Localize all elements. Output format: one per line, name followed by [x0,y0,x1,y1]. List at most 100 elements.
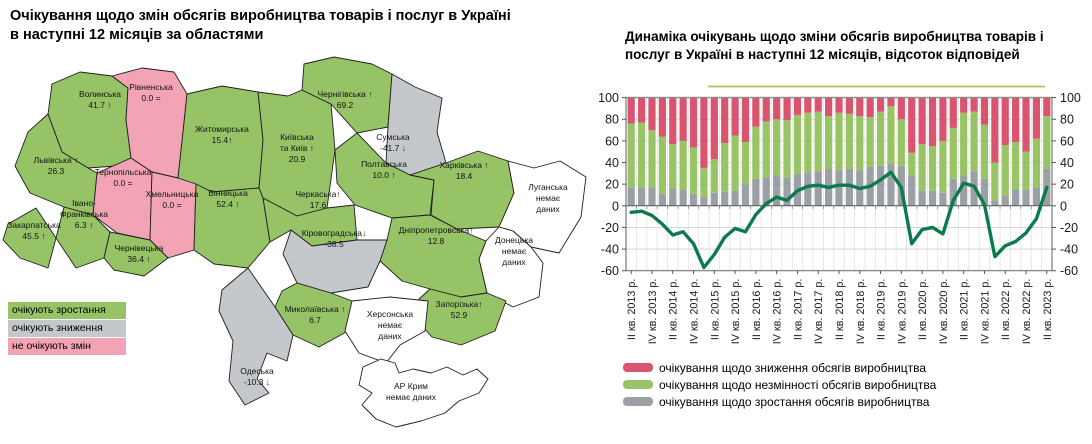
x-axis-label: IV кв. 2018 р. [855,279,867,345]
x-axis-label: II кв. 2018 р. [834,279,846,340]
map-region-label-chernivtsi: Чернівецька 36.4 ↑ [115,243,164,264]
x-axis-label: II кв. 2014 р. [668,279,680,340]
x-axis-label: II кв. 2021 р. [959,279,971,340]
y-axis-label-left: 100 [598,91,619,105]
map-region-label-sumy: Сумська -41.7 ↓ [376,132,410,153]
x-axis-label: II кв. 2016 р. [751,279,763,340]
chart-title: Динаміка очікувань щодо зміни обсягів ви… [625,29,1044,62]
x-axis-label: II кв. 2015 р. [709,279,721,340]
map-region-kharkiv [409,150,515,230]
map-region-label-cherkasy: Черкаська↑ 17.6 [295,189,340,210]
y-axis-label-right: -60 [1060,264,1078,278]
y-axis-label-right: 80 [1060,113,1074,127]
chart-panel: 100 100 80 80 60 60 40 40 20 20 0 0 -20 -20 -40 -40 -60 -… [590,0,1092,444]
map-legend-item-growth: очікують зростання [8,302,126,319]
map-region-label-ternopil: Тернопільська 0.0 = [95,167,152,188]
x-axis-label: IV кв. 2013 р. [647,279,659,345]
chart-legend-label: очікування щодо зниження обсягів виробни… [659,360,927,375]
x-axis-label: II кв. 2023 р. [1042,279,1054,340]
map-region-label-kharkiv: Харківська ↑ 18.4 [439,160,488,181]
map-title-line2: в наступні 12 місяців за областями [10,26,264,43]
map-region-zakarpattia [2,207,57,269]
map-region-label-donetsk: Донецька немає даних [495,235,533,267]
x-axis-label: IV кв. 2020 р. [938,279,950,345]
x-axis-label: IV кв. 2017 р. [813,279,825,345]
expectations-chart: 100 100 80 80 60 60 40 40 20 20 0 0 -20 -20 -40 -40 -60 -… [598,85,1081,345]
y-axis-label-right: 60 [1060,134,1074,148]
y-axis-label-right: 40 [1060,156,1074,170]
map-region-mykolaiv [274,282,353,348]
map-region-chernivtsi [103,231,169,277]
chart-legend-label: очікування щодо незмінності обсягів виро… [659,377,937,392]
chart-legend-item-unchanged: очікування щодо незмінності обсягів виро… [623,376,936,393]
y-axis-label-left: 0 [612,199,619,213]
map-region-label-odesa: Одеська -10.3 ↓ [240,366,274,387]
map-legend-label: очікують зниження [12,322,103,334]
map-region-kirovohrad [282,229,388,294]
y-axis-label-left: 40 [605,156,619,170]
y-axis-label-left: -60 [601,264,619,278]
y-axis-label-right: 100 [1060,91,1081,105]
chart-legend-label: очікування щодо зростання обсягів виробн… [659,394,930,409]
y-axis-label-left: 60 [605,134,619,148]
x-axis-label: IV кв. 2021 р. [979,279,991,345]
x-axis-label: II кв. 2019 р. [876,279,888,340]
x-axis-label: IV кв. 2016 р. [772,279,784,345]
ukraine-map: Волинська 41.7 ↑ Рівненська 0.0 = Житомирськ… [2,56,587,428]
map-legend-item-nochange: не очікують змін [8,338,126,355]
map-region-label-volyn: Волинська 41.7 ↑ [79,89,121,110]
y-axis-label-left: -20 [601,221,619,235]
map-region-label-mykolaiv: Миколаївська ↑ 6.7 [285,304,346,325]
x-axis-label: IV кв. 2014 р. [689,279,701,345]
chart-legend-item-growth: очікування щодо зростання обсягів виробн… [623,393,936,410]
y-axis-label-left: -40 [601,243,619,257]
balance-line [629,170,1049,270]
map-region-luhansk [498,160,587,254]
map-region-kherson [344,296,429,364]
map-legend-label: очікують зростання [12,304,106,316]
map-region-label-kherson: Херсонська немає даних [367,309,413,341]
map-region-crimea [358,358,489,428]
map-region-label-luhansk: Луганська немає даних [528,182,568,214]
x-axis-label: II кв. 2020 р. [917,279,929,340]
map-title-line1: Очікування щодо змін обсягів виробництва… [10,8,511,24]
map-region-label-ivano: Івано-Франківська 6.3 ↑ [60,198,108,230]
map-region-label-chernihiv: Чернігівська ↑ 69.2 [317,89,372,110]
map-region-label-zhytomyr: Житомирська 15.4↑ [195,124,249,145]
map-legend: очікують зростання очікують зниження не … [8,302,126,356]
map-region-poltava [334,132,435,219]
legend-swatch-unchanged [623,380,653,389]
x-axis-label: II кв. 2017 р. [792,279,804,340]
x-axis-label: II кв. 2013 р. [626,279,638,340]
x-axis-label: IV кв. 2019 р. [896,279,908,345]
map-region-label-rivne: Рівненська 0.0 = [129,82,173,103]
map-region-odesa [218,267,294,406]
legend-swatch-growth [623,397,653,406]
y-axis-label-right: 0 [1060,199,1067,213]
map-region-label-dnipro: Дніпропетровська↑ 12.8 [399,225,474,246]
x-axis-label: II кв. 2022 р. [1000,279,1012,340]
map-region-label-zaporizhzhia: Запорізька↑ 52.9 [435,299,482,320]
map-panel: Очікування щодо змін обсягів виробництва… [2,7,587,428]
map-region-label-zakarpattia: Закарпатська 45.5 ↑ [7,220,61,241]
y-axis-label-right: 20 [1060,178,1074,192]
map-region-label-kirovohrad: Кіровоградська↓ -38.5 [302,228,367,249]
map-region-label-poltava: Полтавська 10.0 ↑ [361,159,407,180]
y-axis-label-right: -40 [1060,243,1078,257]
y-axis-label-right: -20 [1060,221,1078,235]
y-axis-label-left: 80 [605,113,619,127]
map-legend-item-decline: очікують зниження [8,320,126,337]
map-region-label-vinnytsia: Вінницька 52.4 ↑ [208,188,248,209]
x-axis-label: IV кв. 2022 р. [1021,279,1033,345]
legend-swatch-decline [623,363,653,372]
map-region-label-kyivska: Київська та Київ ↑ 20.9 [280,132,314,164]
map-title: Очікування щодо змін обсягів виробництва… [10,7,570,45]
x-axis-label: IV кв. 2015 р. [730,279,742,345]
map-legend-label: не очікують змін [12,340,91,352]
map-region-label-lviv: Львівська ↑ 26.3 [34,155,79,176]
chart-legend-item-decline: очікування щодо зниження обсягів виробни… [623,359,936,376]
y-axis-label-left: 20 [605,178,619,192]
map-region-label-khmelnytskyi: Хмельницька 0.0 = [146,189,199,210]
chart-legend: очікування щодо зниження обсягів виробни… [623,359,936,410]
